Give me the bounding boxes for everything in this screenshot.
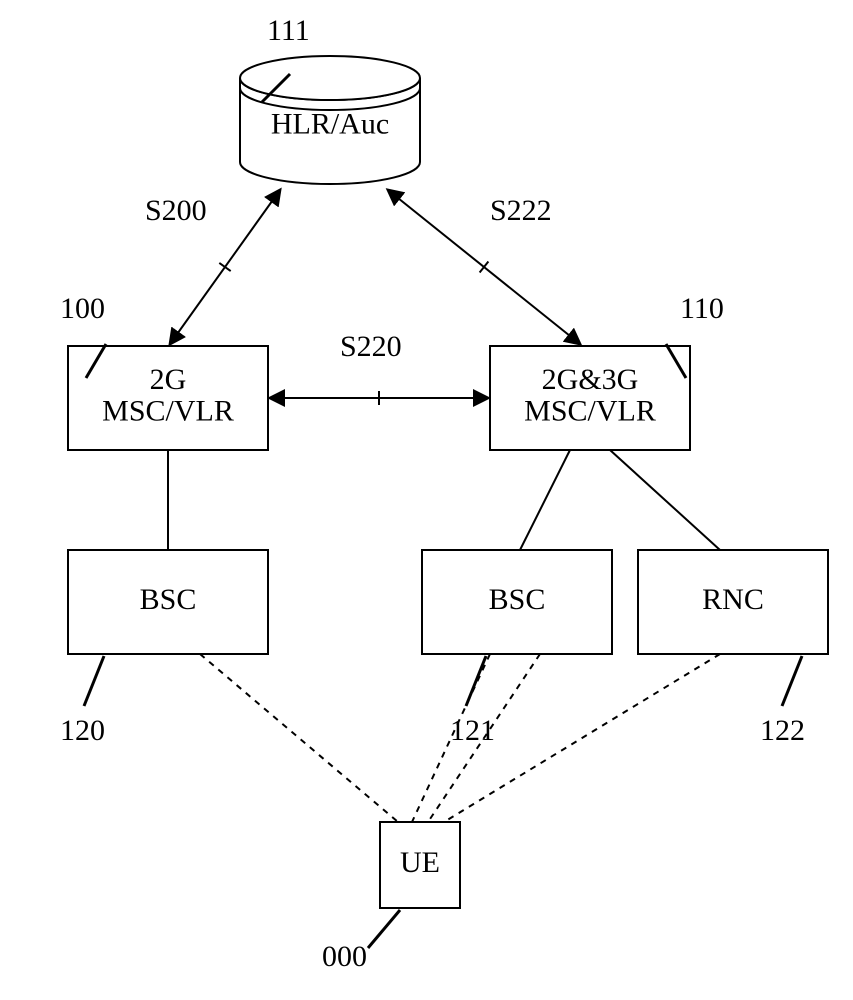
hlr: HLR/Auc bbox=[240, 56, 420, 184]
ref-000: 000 bbox=[322, 910, 400, 973]
bsc_left: BSC bbox=[68, 550, 268, 654]
edge-label-s222: S222 bbox=[490, 194, 552, 227]
ref-label-121: 121 bbox=[450, 714, 495, 747]
msc_2g3g: 2G&3GMSC/VLR bbox=[490, 346, 690, 450]
ue-label: UE bbox=[400, 846, 440, 879]
ref-label-000: 000 bbox=[322, 940, 367, 973]
ue: UE bbox=[380, 822, 460, 908]
msc_2g-label: MSC/VLR bbox=[102, 395, 234, 428]
ref-label-120: 120 bbox=[60, 714, 105, 747]
ref-label-110: 110 bbox=[680, 292, 724, 325]
edge-label-s220: S220 bbox=[340, 330, 402, 363]
ref-121: 121 bbox=[450, 656, 495, 747]
bsc_mid: BSC bbox=[422, 550, 612, 654]
bsc_mid-label: BSC bbox=[489, 583, 546, 616]
ref-122: 122 bbox=[760, 656, 805, 747]
edge-bscL_ue bbox=[200, 654, 398, 822]
ref-120: 120 bbox=[60, 656, 105, 747]
edge-s220 bbox=[270, 391, 488, 405]
msc_2g3g-label: 2G&3G bbox=[542, 363, 639, 396]
rnc: RNC bbox=[638, 550, 828, 654]
ref-label-100: 100 bbox=[60, 292, 105, 325]
msc_2g3g-label: MSC/VLR bbox=[524, 395, 656, 428]
msc_2g-label: 2G bbox=[150, 363, 187, 396]
msc_2g: 2GMSC/VLR bbox=[68, 346, 268, 450]
hlr-label: HLR/Auc bbox=[271, 108, 389, 141]
edge-msc23_bsc bbox=[520, 450, 570, 550]
edge-msc23_rnc bbox=[610, 450, 720, 550]
edge-label-s200: S200 bbox=[145, 194, 207, 227]
rnc-label: RNC bbox=[702, 583, 764, 616]
ref-label-111: 111 bbox=[267, 14, 310, 47]
ref-label-122: 122 bbox=[760, 714, 805, 747]
bsc_left-label: BSC bbox=[140, 583, 197, 616]
